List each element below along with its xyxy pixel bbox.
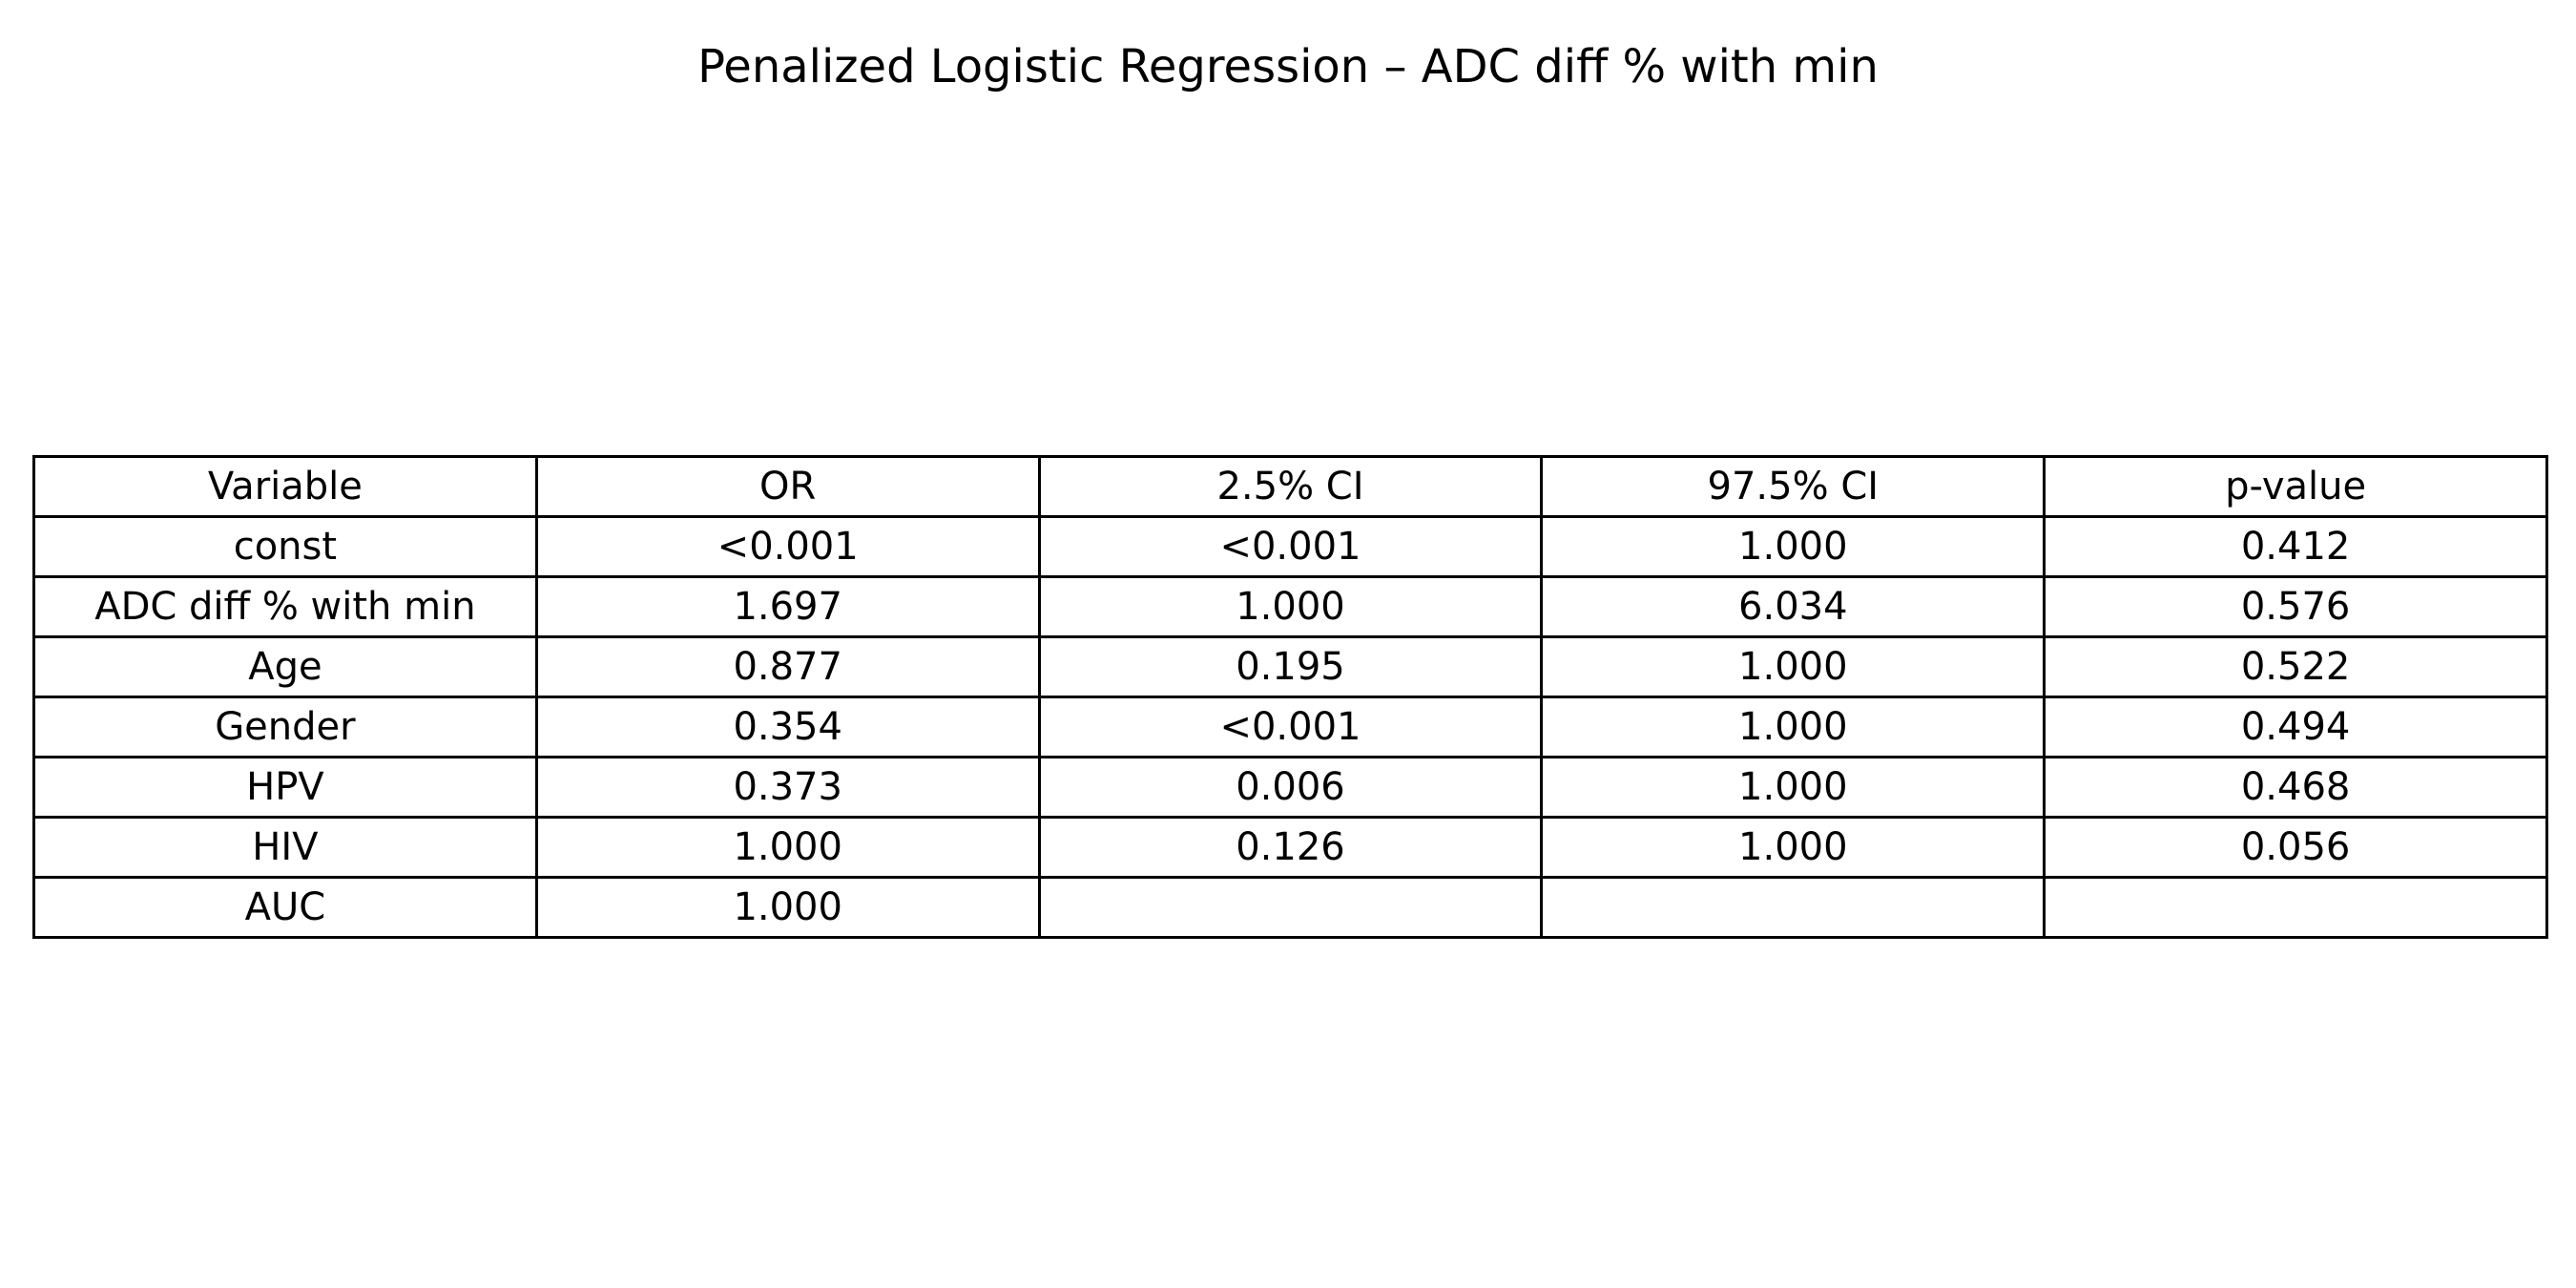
column-header-variable: Variable: [32, 455, 538, 518]
table-cell-ci-lower: [1037, 876, 1544, 939]
table-cell-ci-upper: 1.000: [1540, 756, 2046, 819]
table-row: HPV 0.373 0.006 1.000 0.468: [32, 756, 2548, 819]
table-cell-variable: HPV: [32, 756, 538, 819]
table-cell-p-value: [2043, 876, 2548, 939]
table-cell-variable: Gender: [32, 696, 538, 758]
table-cell-or: 1.000: [534, 816, 1041, 879]
table-cell-variable: ADC diff % with min: [32, 575, 538, 638]
table-cell-ci-lower: 0.006: [1037, 756, 1544, 819]
column-header-ci-upper: 97.5% CI: [1540, 455, 2046, 518]
table-cell-ci-lower: 0.195: [1037, 635, 1544, 698]
table-row: HIV 1.000 0.126 1.000 0.056: [32, 816, 2548, 879]
column-header-or: OR: [534, 455, 1041, 518]
table-cell-ci-lower: <0.001: [1037, 515, 1544, 578]
table-row: Gender 0.354 <0.001 1.000 0.494: [32, 696, 2548, 758]
table-cell-or: 0.354: [534, 696, 1041, 758]
table-row: ADC diff % with min 1.697 1.000 6.034 0.…: [32, 575, 2548, 638]
table-cell-ci-lower: 0.126: [1037, 816, 1544, 879]
table-cell-p-value: 0.056: [2043, 816, 2548, 879]
table-cell-ci-upper: 1.000: [1540, 515, 2046, 578]
table-row: const <0.001 <0.001 1.000 0.412: [32, 515, 2548, 578]
table-cell-ci-upper: [1540, 876, 2046, 939]
table-cell-p-value: 0.468: [2043, 756, 2548, 819]
table-cell-or: 0.373: [534, 756, 1041, 819]
table-cell-ci-upper: 6.034: [1540, 575, 2046, 638]
table-cell-or: 1.000: [534, 876, 1041, 939]
results-table: Variable OR 2.5% CI 97.5% CI p-value con…: [32, 455, 2548, 939]
chart-title: Penalized Logistic Regression – ADC diff…: [697, 40, 1879, 93]
table-cell-ci-upper: 1.000: [1540, 696, 2046, 758]
table-header-row: Variable OR 2.5% CI 97.5% CI p-value: [32, 455, 2548, 518]
table-cell-ci-upper: 1.000: [1540, 816, 2046, 879]
table-cell-p-value: 0.522: [2043, 635, 2548, 698]
table-cell-ci-lower: 1.000: [1037, 575, 1544, 638]
table-cell-variable: AUC: [32, 876, 538, 939]
table-cell-p-value: 0.576: [2043, 575, 2548, 638]
table-cell-variable: Age: [32, 635, 538, 698]
table-cell-variable: HIV: [32, 816, 538, 879]
table-cell-p-value: 0.494: [2043, 696, 2548, 758]
table-cell-or: 1.697: [534, 575, 1041, 638]
table-cell-variable: const: [32, 515, 538, 578]
table-cell-ci-lower: <0.001: [1037, 696, 1544, 758]
table-cell-or: 0.877: [534, 635, 1041, 698]
table-cell-or: <0.001: [534, 515, 1041, 578]
column-header-p-value: p-value: [2043, 455, 2548, 518]
table-cell-p-value: 0.412: [2043, 515, 2548, 578]
table-row: Age 0.877 0.195 1.000 0.522: [32, 635, 2548, 698]
table-cell-ci-upper: 1.000: [1540, 635, 2046, 698]
column-header-ci-lower: 2.5% CI: [1037, 455, 1544, 518]
table-row: AUC 1.000: [32, 876, 2548, 939]
